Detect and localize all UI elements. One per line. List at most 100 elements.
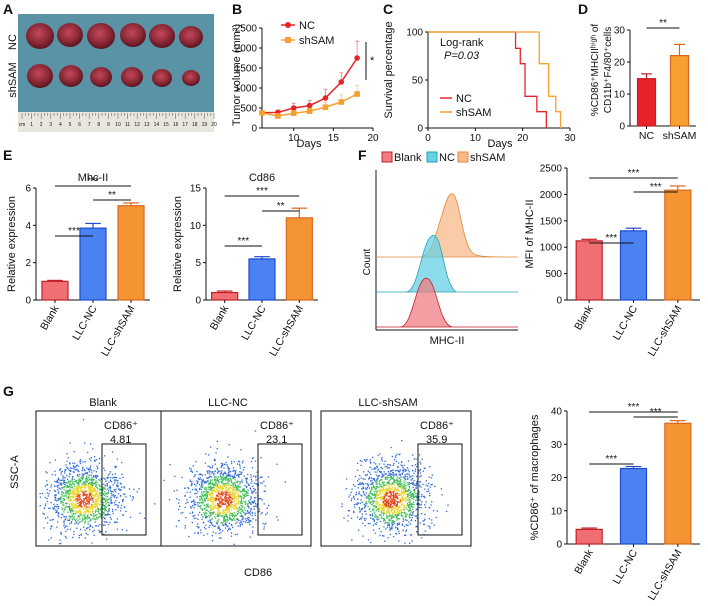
flow-event (413, 493, 415, 496)
flow-event (378, 486, 380, 488)
flow-event (416, 499, 419, 501)
flow-event (106, 521, 108, 523)
flow-event (246, 485, 248, 488)
flow-event (60, 496, 62, 498)
flow-event (66, 490, 68, 492)
flow-event (107, 505, 109, 507)
flow-event (212, 498, 214, 500)
flow-event (380, 479, 382, 481)
flow-event (82, 466, 84, 468)
flow-event (252, 501, 254, 503)
flow-event (372, 518, 374, 520)
flow-event (89, 497, 91, 499)
flow-event (227, 489, 229, 491)
flow-event (208, 476, 211, 478)
flow-event (399, 469, 401, 471)
flow-event (249, 523, 251, 526)
flow-event (354, 485, 356, 488)
flow-event (407, 477, 409, 479)
flow-event (216, 494, 218, 496)
flow-event (205, 492, 208, 495)
flow-event (217, 504, 219, 506)
flow-event (416, 483, 418, 485)
b-legend-nc: NC (299, 20, 315, 32)
flow-event (60, 542, 62, 544)
flow-event (388, 510, 390, 512)
flow-event (204, 494, 206, 496)
flow-event (184, 495, 186, 497)
flow-event (381, 457, 383, 459)
flow-event (225, 514, 228, 516)
flow-event (396, 480, 398, 482)
flow-event (217, 511, 219, 514)
flow-event (61, 501, 64, 503)
flow-event (256, 505, 258, 507)
flow-event (391, 524, 394, 526)
flow-event (222, 524, 225, 526)
flow-event (241, 515, 244, 518)
flow-event (231, 524, 233, 527)
flow-event (203, 513, 206, 515)
flow-event (100, 531, 102, 533)
flow-event (412, 482, 414, 484)
flow-event (95, 516, 98, 518)
ruler-label: 19 (202, 122, 208, 128)
flow-event (378, 507, 380, 509)
flow-event (212, 482, 214, 484)
flow-event (366, 503, 368, 505)
e2-bar-LLC-NC (248, 258, 276, 301)
flow-event (379, 534, 381, 537)
flow-event (387, 489, 389, 491)
flow-event (395, 460, 397, 462)
flow-event (78, 522, 80, 524)
flow-event (85, 498, 87, 500)
flow-event (393, 482, 395, 484)
flow-event (390, 477, 392, 479)
flow-event (423, 467, 425, 469)
flow-event (387, 474, 389, 477)
flow-event (76, 495, 78, 497)
flow-event (407, 505, 409, 507)
flow-event (83, 495, 85, 497)
flow-event (372, 502, 374, 504)
flow-event (415, 515, 417, 517)
flow-event (413, 458, 415, 460)
flow-event (259, 482, 262, 484)
flow-event (252, 457, 254, 459)
flow-event (251, 480, 253, 482)
flow-event (198, 505, 200, 508)
flow-event (86, 499, 88, 501)
flow-event (387, 504, 389, 506)
flow-event (84, 516, 86, 518)
flow-event (100, 501, 102, 503)
flow-event (405, 498, 407, 500)
flow-event (430, 504, 432, 506)
flow-event (227, 501, 230, 503)
flow-event (219, 506, 221, 508)
flow-event (353, 510, 355, 512)
flow-event (94, 483, 96, 485)
flow-event (229, 493, 231, 496)
flow-event (389, 515, 391, 517)
flow-event (210, 476, 213, 478)
flow-event (90, 456, 93, 459)
flow-event (405, 506, 407, 509)
flow-event (418, 498, 420, 501)
flow-event (360, 483, 362, 485)
flow-event (63, 516, 65, 518)
e2-sig-label: ** (277, 201, 285, 212)
flow-event (410, 482, 412, 485)
flow-event (192, 505, 194, 507)
flow-event (76, 494, 78, 496)
flow-event (222, 474, 225, 476)
flow-event (391, 520, 393, 522)
flow-event (215, 513, 217, 515)
flow-event (226, 484, 228, 486)
flow-event (252, 526, 254, 528)
flow-event (87, 521, 89, 523)
flow-event (239, 515, 241, 517)
flow-event (223, 467, 225, 469)
flow-event (243, 496, 245, 498)
flow-event (392, 495, 394, 497)
flow-event (238, 506, 241, 508)
